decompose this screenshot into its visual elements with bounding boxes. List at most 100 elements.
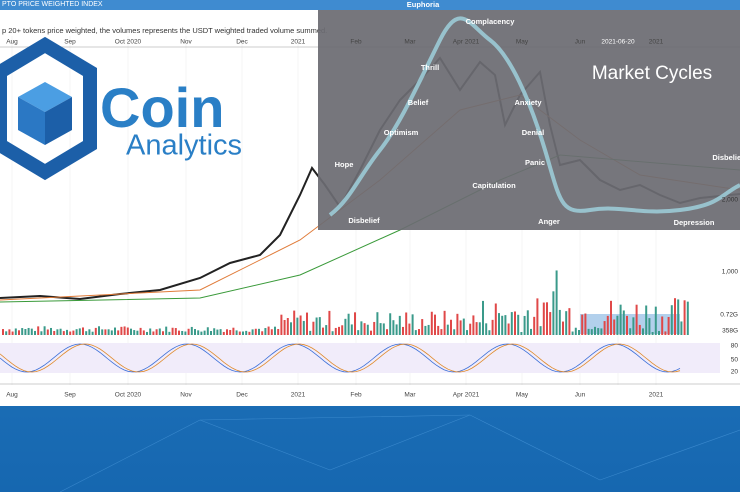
volume-bar xyxy=(373,321,376,335)
volume-bar xyxy=(405,312,408,335)
volume-bar xyxy=(507,323,510,335)
volume-bar xyxy=(98,326,100,335)
volume-bar xyxy=(251,329,254,335)
volume-bar xyxy=(680,321,683,335)
volume-bar xyxy=(619,304,622,335)
volume-bar xyxy=(59,328,62,335)
stage-label: Denial xyxy=(522,128,545,137)
volume-bar xyxy=(315,317,318,335)
volume-bar xyxy=(658,330,660,335)
volume-bar xyxy=(91,331,94,335)
volume-bar xyxy=(485,323,488,335)
price-label: 358G xyxy=(722,328,738,335)
volume-bar xyxy=(229,329,232,335)
top-axis-label: Aug xyxy=(6,39,18,46)
volume-bar xyxy=(110,330,113,335)
volume-bar xyxy=(162,331,164,335)
volume-bar xyxy=(530,328,532,335)
top-axis-label: Nov xyxy=(180,39,192,46)
volume-bar xyxy=(56,329,59,335)
stage-label: Disbelief xyxy=(348,216,380,225)
volume-bar xyxy=(264,328,267,335)
volume-bar xyxy=(443,310,446,335)
volume-bar xyxy=(546,302,548,335)
volume-bar xyxy=(331,331,334,335)
volume-bar xyxy=(8,329,11,335)
volume-bar xyxy=(453,329,456,335)
top-axis-label: Oct 2020 xyxy=(115,39,142,46)
bottom-axis-label: Mar xyxy=(404,392,416,399)
overlay-title: Market Cycles xyxy=(592,63,712,84)
bottom-axis-label: 2021 xyxy=(291,392,306,399)
volume-bar xyxy=(245,330,248,335)
volume-bar xyxy=(238,331,241,335)
volume-bar xyxy=(667,316,670,335)
volume-bar xyxy=(318,317,321,335)
volume-bar xyxy=(267,326,270,335)
volume-bar xyxy=(587,328,590,335)
volume-bar xyxy=(482,300,484,335)
volume-bar xyxy=(149,328,152,335)
volume-bars xyxy=(2,270,689,335)
volume-bar xyxy=(462,318,465,335)
volume-bar xyxy=(523,315,526,335)
logo-line1: Coin xyxy=(100,76,224,139)
volume-bar xyxy=(437,325,440,335)
volume-bar xyxy=(299,315,302,335)
volume-bar xyxy=(14,328,17,335)
stage-label: Depression xyxy=(674,218,715,227)
volume-bar xyxy=(187,328,190,335)
volume-bar xyxy=(459,320,462,335)
volume-bar xyxy=(24,329,27,335)
volume-bar xyxy=(648,318,651,335)
volume-bar xyxy=(104,329,107,335)
volume-bar xyxy=(568,308,571,335)
volume-bar xyxy=(306,312,308,335)
bottom-axis-label: Sep xyxy=(64,392,76,399)
volume-bar xyxy=(210,331,212,335)
header-title: PTO PRICE WEIGHTED INDEX xyxy=(2,1,103,8)
bottom-axis-label: Dec xyxy=(236,392,248,399)
top-axis-label: Mar xyxy=(404,39,416,46)
volume-bar xyxy=(117,330,120,335)
volume-bar xyxy=(232,327,235,335)
oscillator xyxy=(0,343,720,373)
volume-bar xyxy=(158,328,161,335)
top-axis-label: May xyxy=(516,39,529,46)
volume-bar xyxy=(414,330,417,335)
volume-bar xyxy=(418,329,420,335)
volume-bar xyxy=(363,323,366,335)
price-label: 1,000 xyxy=(722,269,739,276)
volume-bar xyxy=(62,331,65,335)
volume-bar xyxy=(536,298,539,335)
top-strip xyxy=(0,0,740,10)
volume-bar xyxy=(661,316,664,335)
stage-labels: Euphoria Complacency Thrill Belief Optimism H… xyxy=(335,0,740,227)
volume-bar xyxy=(584,313,587,335)
volume-bar xyxy=(174,328,177,335)
volume-bar xyxy=(206,327,209,335)
volume-bar xyxy=(606,315,609,335)
volume-bar xyxy=(133,330,136,335)
volume-bar xyxy=(616,315,619,335)
volume-bar xyxy=(613,319,616,335)
volume-bar xyxy=(75,329,78,335)
stage-label: Belief xyxy=(408,98,429,107)
top-axis-label: 2021-06-20 xyxy=(601,39,635,46)
volume-bar xyxy=(286,318,289,335)
volume-bar xyxy=(126,327,129,335)
stage-label: Disbelief xyxy=(712,153,740,162)
header-subtitle: p 20+ tokens price weighted, the volumes… xyxy=(2,26,327,35)
volume-bar xyxy=(600,328,603,335)
volume-bar xyxy=(638,324,641,335)
volume-bar xyxy=(178,330,180,335)
volume-bar xyxy=(574,327,577,335)
volume-bar xyxy=(382,323,385,335)
volume-bar xyxy=(328,310,331,335)
volume-bar xyxy=(354,312,356,335)
volume-bar xyxy=(478,322,481,335)
volume-bar xyxy=(558,309,561,335)
volume-bar xyxy=(466,330,468,335)
volume-bar xyxy=(344,318,347,335)
volume-bar xyxy=(261,331,264,335)
